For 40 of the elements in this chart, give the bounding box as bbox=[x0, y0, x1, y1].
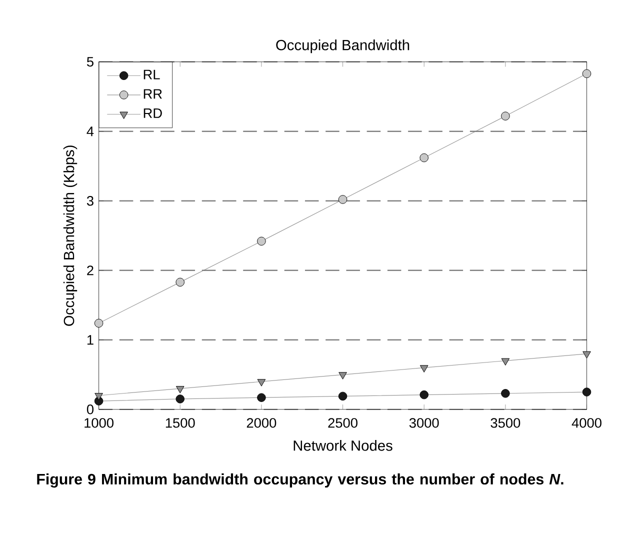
y-tick-label: 5 bbox=[86, 57, 94, 67]
point bbox=[176, 394, 184, 404]
point bbox=[338, 195, 348, 204]
y-tick-label: 2 bbox=[87, 266, 94, 276]
point bbox=[582, 69, 592, 78]
point bbox=[501, 112, 510, 120]
legend-label: RL bbox=[144, 70, 160, 80]
x-tick-label: 3500 bbox=[490, 418, 520, 428]
point bbox=[257, 379, 266, 386]
caption: Figure 9 Minimum bandwidth occupancy versus the number of nodes N. bbox=[37, 473, 564, 488]
point bbox=[501, 358, 510, 366]
y-tick-label: 4 bbox=[86, 126, 94, 136]
point bbox=[176, 386, 184, 394]
point bbox=[94, 392, 103, 400]
point bbox=[176, 278, 184, 287]
y-tick-label: 3 bbox=[86, 196, 94, 206]
point bbox=[582, 388, 592, 396]
point bbox=[420, 153, 428, 162]
point bbox=[338, 372, 347, 380]
point bbox=[94, 318, 104, 328]
point bbox=[420, 390, 428, 400]
point bbox=[338, 392, 348, 401]
x-tick-label: 3000 bbox=[409, 418, 439, 428]
y-axis-title: Occupied Bandwidth (Kbps) bbox=[63, 146, 78, 326]
x-tick-label: 1500 bbox=[166, 418, 195, 428]
legend-label: RR bbox=[144, 89, 162, 99]
legend-label: RD bbox=[144, 108, 162, 118]
x-tick-label: 2500 bbox=[328, 418, 358, 428]
x-tick-label: 1000 bbox=[84, 418, 114, 428]
point bbox=[257, 236, 266, 246]
y-tick-label: 1 bbox=[87, 335, 94, 345]
point bbox=[257, 393, 266, 402]
y-tick-label: 0 bbox=[86, 404, 94, 414]
point bbox=[501, 388, 510, 398]
x-tick-label: 4000 bbox=[572, 418, 602, 428]
x-tick-label: 2000 bbox=[246, 418, 276, 428]
x-axis-title: Network Nodes bbox=[294, 440, 392, 451]
point bbox=[420, 365, 428, 372]
chart-title: Occupied Bandwidth bbox=[276, 39, 410, 54]
point bbox=[582, 351, 591, 359]
